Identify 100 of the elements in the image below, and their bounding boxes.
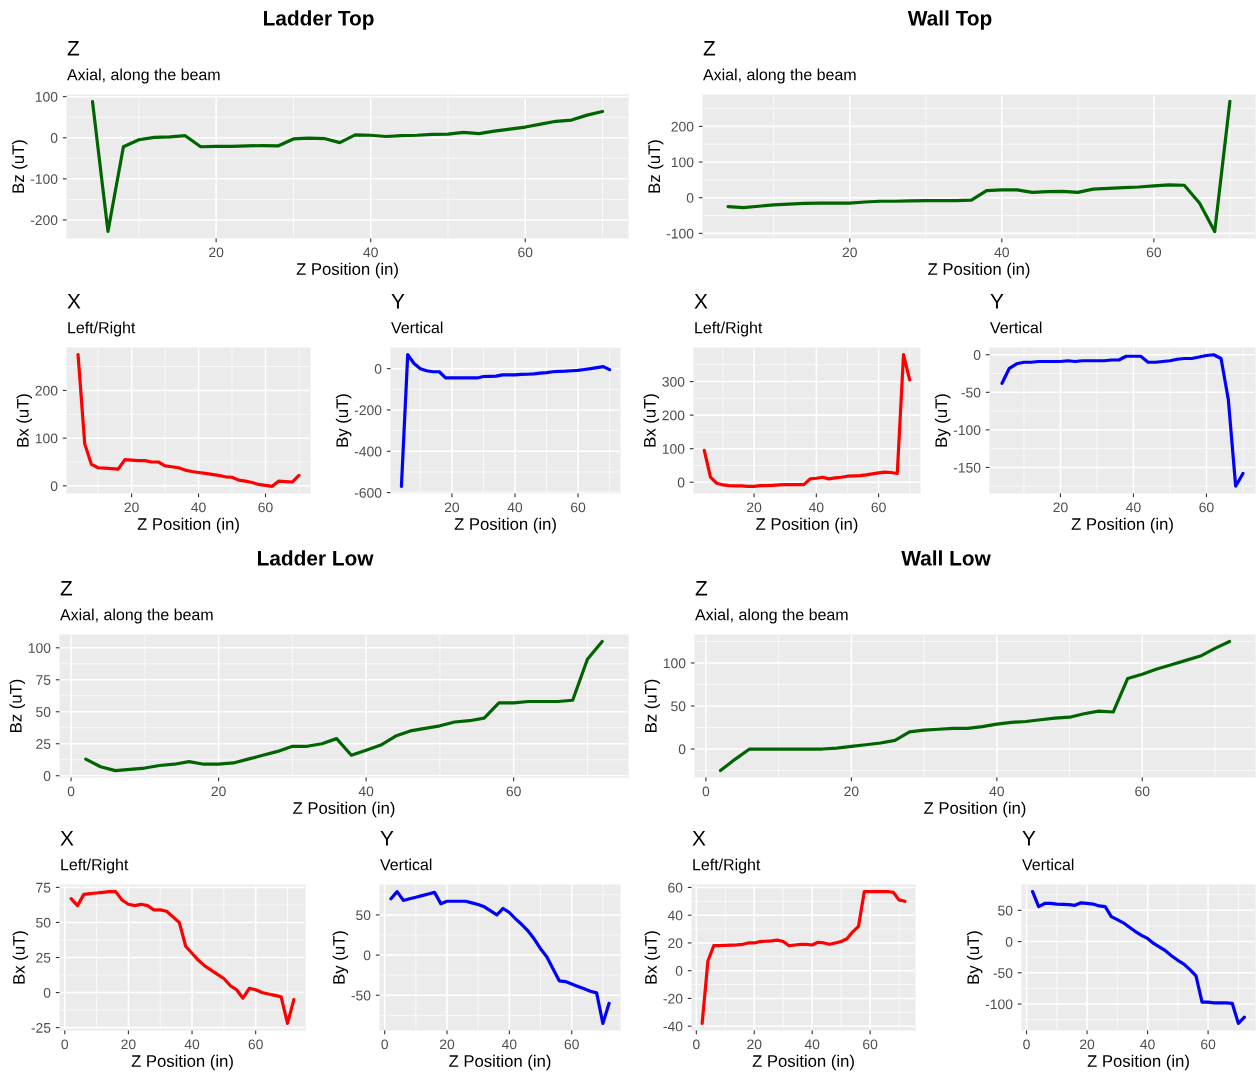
chart-title: X <box>67 294 81 309</box>
line-series <box>76 353 301 488</box>
x-tick-label: 40 <box>507 502 523 513</box>
x-axis-title: Z Position (in) <box>756 517 858 534</box>
chart-subtitle: Vertical <box>990 321 1042 334</box>
y-tick-label: -50 <box>961 387 981 398</box>
x-tick-label: 20 <box>1053 502 1068 513</box>
x-tick-label: 0 <box>1023 1039 1030 1050</box>
x-tick-label: 60 <box>863 1039 878 1050</box>
y-axis-title: Bx (uT) <box>16 394 33 447</box>
x-tick-label: 0 <box>61 1039 69 1050</box>
x-axis-title: Z Position (in) <box>449 1054 551 1071</box>
chart-title: X <box>692 831 706 846</box>
x-tick-label: 20 <box>842 247 857 258</box>
x-tick-label: 20 <box>444 502 460 513</box>
y-tick-label: 200 <box>671 121 694 132</box>
chart-title: Y <box>380 831 394 846</box>
y-tick-label: 50 <box>671 701 686 712</box>
y-tick-label: -100 <box>666 228 694 239</box>
chart-title: Z <box>695 581 708 596</box>
y-tick-label: 0 <box>363 950 371 961</box>
chart-subtitle: Left/Right <box>68 321 136 337</box>
y-tick-label: -50 <box>351 990 371 1001</box>
y-tick-label: 75 <box>36 882 51 893</box>
y-tick-label: 0 <box>50 481 58 492</box>
chart-subtitle: Vertical <box>391 321 443 334</box>
x-tick-label: 0 <box>67 786 75 797</box>
y-tick-label: 0 <box>374 363 382 374</box>
x-axis-title: Z Position (in) <box>293 801 395 818</box>
chart-subtitle: Axial, along the beam <box>60 608 213 624</box>
x-tick-label: 40 <box>184 1039 200 1050</box>
x-tick-label: 20 <box>844 786 859 797</box>
y-tick-label: 100 <box>35 433 58 444</box>
y-tick-label: 0 <box>686 193 694 203</box>
chart-subtitle: Axial, along the beam <box>67 68 220 84</box>
y-tick-label: -100 <box>953 425 981 436</box>
line-series <box>726 99 1232 234</box>
y-tick-label: 0 <box>50 133 58 143</box>
y-tick-label: 50 <box>356 910 371 921</box>
y-tick-label: -150 <box>953 462 981 473</box>
chart-title: Z <box>67 41 80 56</box>
x-tick-label: 20 <box>209 247 224 258</box>
x-tick-label: 60 <box>571 502 586 513</box>
y-tick-label: 300 <box>662 376 685 387</box>
y-tick-label: 50 <box>998 905 1013 916</box>
line-series <box>718 639 1232 773</box>
x-tick-label: 20 <box>747 502 762 513</box>
x-tick-label: 20 <box>124 502 139 513</box>
line-series <box>389 889 611 1026</box>
chart-subtitle: Vertical <box>1022 858 1074 871</box>
x-tick-label: 20 <box>439 1039 455 1050</box>
y-tick-label: 25 <box>36 952 51 963</box>
y-tick-label: 100 <box>35 91 58 102</box>
x-axis-title: Z Position (in) <box>924 801 1026 818</box>
y-tick-label: 40 <box>667 910 683 921</box>
y-tick-label: -25 <box>31 1022 51 1033</box>
y-tick-label: 0 <box>43 987 51 998</box>
x-tick-label: 60 <box>1201 1039 1216 1050</box>
y-tick-label: -600 <box>354 487 382 498</box>
y-tick-label: 100 <box>663 658 686 669</box>
y-tick-label: -200 <box>30 215 58 226</box>
x-tick-label: 20 <box>121 1039 136 1050</box>
x-tick-label: 40 <box>1126 502 1141 513</box>
x-tick-label: 60 <box>871 502 886 513</box>
x-tick-label: 60 <box>1146 247 1162 258</box>
x-axis-title: Z Position (in) <box>454 517 556 534</box>
y-tick-label: -400 <box>354 446 382 457</box>
y-tick-label: 100 <box>28 643 51 653</box>
x-tick-label: 60 <box>518 247 533 258</box>
y-tick-label: 0 <box>973 350 981 360</box>
line-series <box>69 889 296 1026</box>
y-axis-title: Bz (uT) <box>9 679 26 732</box>
line-series <box>1030 889 1247 1026</box>
y-tick-label: -100 <box>985 999 1013 1010</box>
x-axis-title: Z Position (in) <box>131 1054 233 1071</box>
x-tick-label: 20 <box>747 1039 762 1050</box>
y-tick-label: 75 <box>36 675 51 685</box>
y-tick-label: 0 <box>43 771 51 781</box>
x-tick-label: 20 <box>1080 1039 1095 1050</box>
x-tick-label: 40 <box>1140 1039 1155 1050</box>
text: Wall Top <box>907 10 992 30</box>
chart-title: Y <box>1022 831 1036 846</box>
y-tick-label: 0 <box>678 744 686 755</box>
line-series <box>702 353 912 488</box>
x-axis-title: Z Position (in) <box>1087 1054 1189 1071</box>
x-tick-label: 20 <box>211 786 226 797</box>
chart-title: Y <box>990 294 1004 309</box>
chart-subtitle: Vertical <box>380 858 432 871</box>
line-series <box>90 99 605 234</box>
x-axis-title: Z Position (in) <box>752 1054 854 1071</box>
chart-subtitle: Left/Right <box>61 858 129 874</box>
chart-subtitle: Axial, along the beam <box>703 68 856 84</box>
line-series <box>84 639 604 773</box>
y-tick-label: 200 <box>35 385 58 396</box>
y-tick-label: 100 <box>671 157 694 168</box>
y-tick-label: -100 <box>30 174 58 184</box>
y-tick-label: -40 <box>663 1021 683 1032</box>
y-axis-title: By (uT) <box>332 931 349 984</box>
x-tick-label: 0 <box>702 786 710 797</box>
x-tick-label: 60 <box>1199 502 1214 513</box>
